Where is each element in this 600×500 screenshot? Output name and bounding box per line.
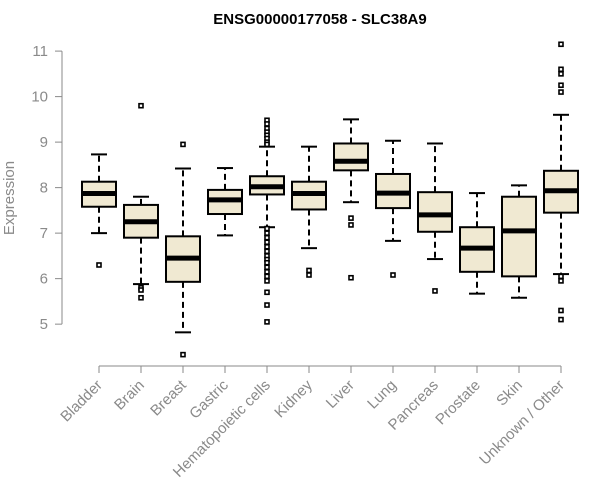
y-tick-label: 5 [40, 316, 48, 333]
outlier-point [348, 215, 354, 221]
y-tick-label: 7 [40, 225, 48, 242]
outlier-point [558, 41, 564, 48]
iqr-box [501, 195, 537, 278]
y-tick-label: 10 [31, 89, 48, 106]
box-group [123, 102, 159, 301]
box-group [501, 184, 537, 299]
outlier-point [138, 294, 144, 301]
chart-title: ENSG00000177058 - SLC38A9 [213, 11, 426, 28]
outlier-point [390, 272, 396, 278]
y-axis: 5 6 7 8 9 10 11 [31, 43, 63, 333]
x-tick-label: Bladder [57, 377, 106, 426]
outlier-point [306, 272, 312, 278]
x-tick-label: Kidney [271, 376, 316, 421]
box-group [207, 167, 243, 237]
outlier-point [180, 141, 186, 148]
outlier-point [138, 287, 144, 293]
outlier-point [558, 71, 564, 77]
outlier-point [264, 239, 270, 246]
y-tick-label: 6 [40, 271, 48, 288]
outlier-point [264, 234, 270, 241]
y-tick-label: 8 [40, 180, 48, 197]
outlier-point [264, 141, 270, 148]
outlier-point [264, 225, 270, 232]
box-group [291, 145, 327, 278]
box-group [543, 41, 579, 323]
outlier-point [264, 259, 270, 266]
outlier-point [180, 351, 186, 358]
outlier-point [264, 248, 270, 255]
box-group [459, 192, 495, 295]
box-series [81, 41, 579, 358]
box-group [249, 117, 285, 325]
y-tick-label: 11 [32, 43, 48, 60]
iqr-box [333, 142, 369, 172]
outlier-point [558, 273, 564, 280]
outlier-point [348, 274, 354, 281]
outlier-point [558, 278, 564, 284]
outlier-point [264, 289, 270, 296]
outlier-point [264, 264, 270, 271]
outlier-point [558, 307, 564, 314]
outlier-point [264, 230, 270, 236]
outlier-point [264, 243, 270, 250]
outlier-point [96, 262, 102, 268]
box-group [165, 141, 201, 358]
x-tick-label: Liver [323, 377, 358, 412]
box-group [333, 118, 369, 281]
outlier-point [264, 319, 270, 325]
box-group [81, 153, 117, 268]
outlier-point [264, 302, 270, 308]
outlier-point [558, 82, 564, 89]
outlier-point [348, 222, 354, 228]
outlier-point [264, 278, 270, 284]
outlier-point [558, 89, 564, 95]
outlier-point [306, 267, 312, 274]
outlier-point [558, 66, 564, 73]
iqr-box [417, 191, 453, 233]
y-tick-label: 9 [40, 134, 48, 151]
box-group [417, 142, 453, 294]
outlier-point [432, 288, 438, 294]
x-tick-label: Breast [147, 376, 190, 419]
outlier-point [264, 269, 270, 275]
x-tick-label: Skin [493, 377, 526, 410]
x-tick-label: Lung [364, 377, 400, 413]
outlier-point [264, 273, 270, 280]
outlier-point [264, 121, 270, 127]
x-tick-label: Prostate [432, 377, 484, 429]
outlier-point [558, 316, 564, 323]
box-group [375, 139, 411, 278]
x-tick-label: Brain [111, 377, 148, 414]
outlier-point [138, 102, 144, 109]
y-axis-label: Expression [1, 161, 18, 235]
